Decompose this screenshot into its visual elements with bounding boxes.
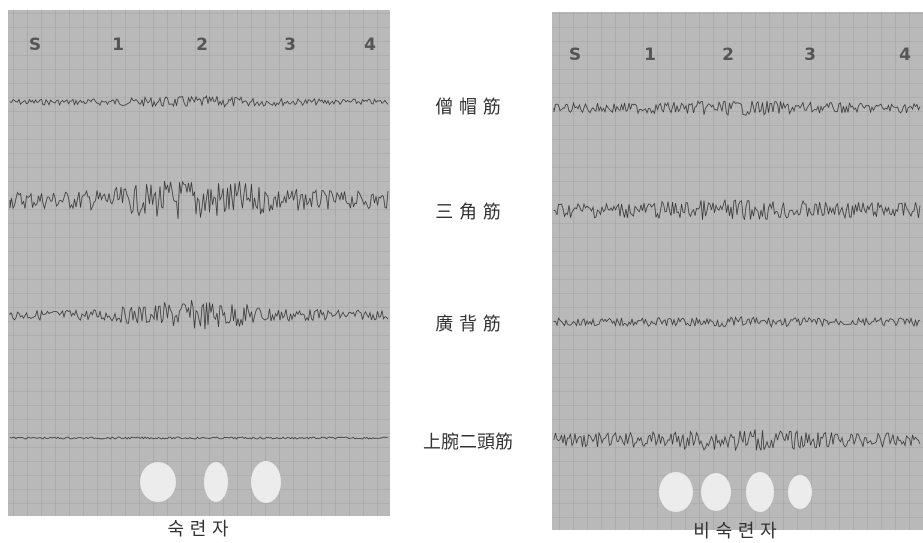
emg-figure: S 1 2 3 4 S 1 2 3 4 僧 帽 筋 三 角 筋 廣 背 筋 上腕…	[0, 0, 923, 543]
muscle-label: 廣 背 筋	[435, 314, 500, 335]
caption: 숙 련 자	[167, 519, 229, 540]
muscle-label: 僧 帽 筋	[435, 97, 500, 118]
caption: 비 숙 련 자	[693, 521, 777, 542]
marker: 3	[804, 45, 816, 65]
marker: 2	[722, 45, 734, 65]
marker: 4	[899, 45, 911, 65]
figure: S 1 2 3 4 S 1 2 3 4 僧 帽 筋 三 角 筋 廣 背 筋 上腕…	[0, 0, 923, 543]
marker: 4	[364, 35, 376, 55]
left-recording	[8, 10, 390, 516]
marker: 1	[644, 45, 656, 65]
muscle-label: 三 角 筋	[435, 202, 500, 223]
muscle-label: 上腕二頭筋	[423, 432, 513, 453]
marker: S	[29, 35, 41, 55]
right-recording	[552, 12, 923, 530]
marker: 3	[284, 35, 296, 55]
marker: S	[569, 45, 581, 65]
marker: 1	[112, 35, 124, 55]
marker: 2	[196, 35, 208, 55]
